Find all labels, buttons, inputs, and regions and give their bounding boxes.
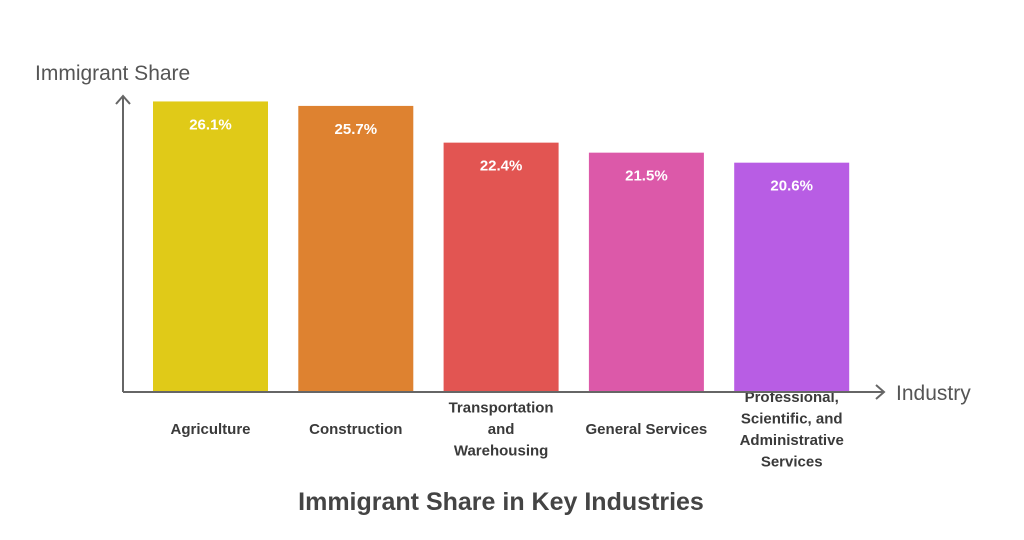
chart-title: Immigrant Share in Key Industries xyxy=(298,488,704,516)
x-tick-label: Agriculture xyxy=(170,421,250,438)
bar xyxy=(588,152,704,392)
x-tick-label: Transportation and Warehousing xyxy=(449,400,554,460)
data-label: 25.7% xyxy=(335,121,378,138)
y-axis-label: Immigrant Share xyxy=(35,62,190,85)
bar xyxy=(153,101,268,393)
data-label: 26.1% xyxy=(189,116,232,133)
bar xyxy=(734,162,850,392)
y-axis xyxy=(115,94,131,392)
x-tick-label: General Services xyxy=(586,421,708,438)
x-tick-label: Construction xyxy=(309,421,402,438)
bar xyxy=(443,142,559,392)
bar xyxy=(298,105,414,392)
x-axis-label: Industry xyxy=(896,382,971,405)
data-label: 22.4% xyxy=(480,158,523,175)
x-tick-label: Professional, Scientific, and Administrati… xyxy=(740,389,844,471)
data-label: 21.5% xyxy=(625,168,668,185)
data-label: 20.6% xyxy=(770,178,813,195)
x-axis xyxy=(123,384,886,400)
